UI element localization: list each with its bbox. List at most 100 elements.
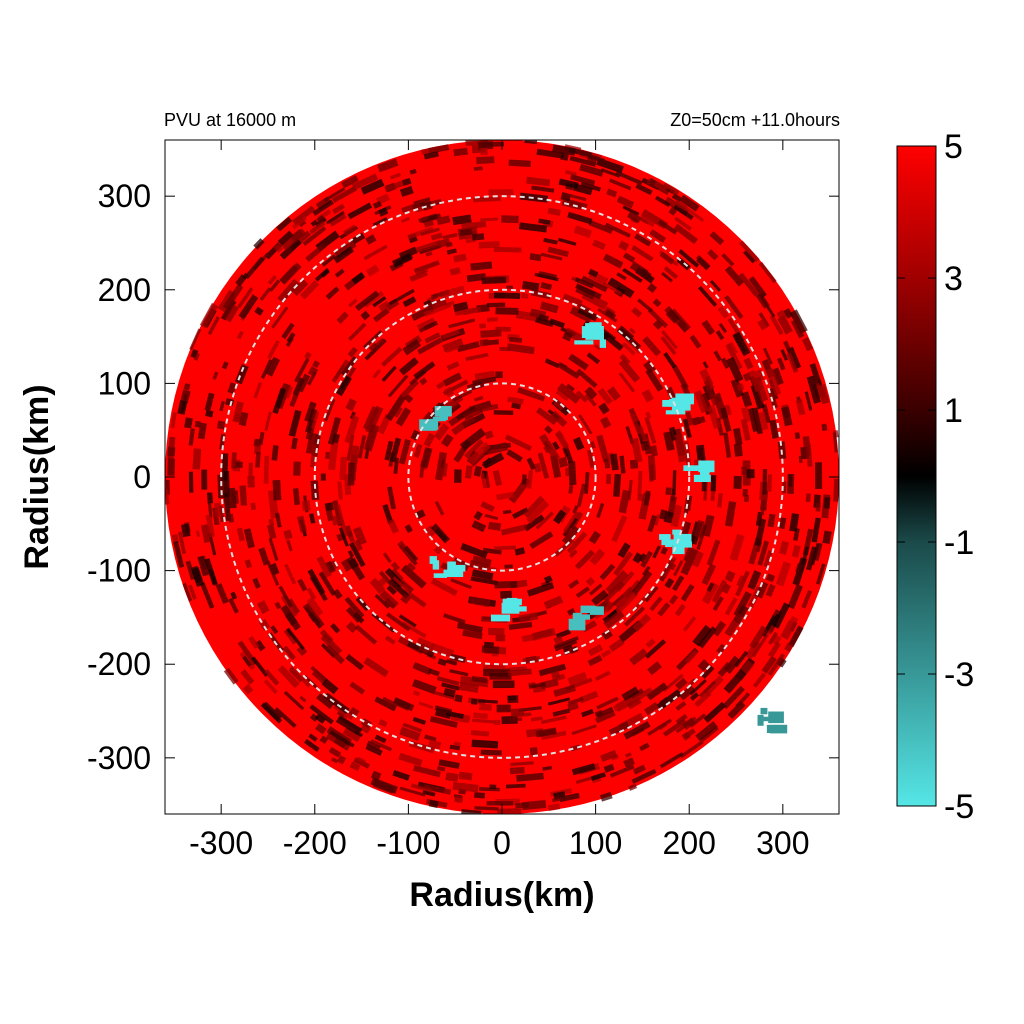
- texture-mark: [650, 445, 658, 457]
- texture-mark: [276, 216, 293, 232]
- texture-mark: [267, 340, 280, 360]
- texture-mark: [833, 478, 839, 502]
- texture-mark: [511, 402, 522, 410]
- texture-mark: [594, 670, 611, 682]
- texture-mark: [567, 607, 576, 616]
- texture-mark: [225, 398, 235, 407]
- texture-mark: [701, 665, 715, 679]
- texture-mark: [632, 764, 646, 775]
- chart-title-right: Z0=50cm +11.0hours: [670, 110, 840, 130]
- texture-mark: [776, 357, 786, 371]
- texture-mark: [642, 565, 651, 577]
- texture-mark: [647, 718, 673, 736]
- texture-mark: [809, 363, 823, 387]
- y-tick-label: -100: [87, 553, 151, 589]
- texture-mark: [399, 379, 420, 399]
- negative-pvu-patch: [672, 529, 682, 535]
- texture-mark: [579, 163, 604, 177]
- texture-mark: [263, 455, 270, 484]
- texture-mark: [727, 341, 739, 356]
- texture-mark: [348, 298, 358, 308]
- x-tick-label: 0: [493, 825, 511, 861]
- texture-mark: [267, 275, 277, 285]
- texture-mark: [177, 531, 187, 554]
- texture-mark: [324, 644, 345, 665]
- texture-mark: [724, 265, 745, 287]
- texture-mark: [401, 216, 411, 223]
- texture-mark: [710, 475, 717, 492]
- texture-mark: [308, 733, 318, 742]
- texture-mark: [292, 205, 316, 226]
- texture-mark: [320, 473, 326, 481]
- texture-mark: [292, 488, 300, 506]
- texture-mark: [441, 462, 448, 477]
- texture-mark: [264, 669, 280, 686]
- texture-mark: [529, 747, 538, 756]
- texture-mark: [436, 381, 445, 390]
- texture-mark: [285, 386, 294, 400]
- texture-mark: [412, 678, 437, 695]
- texture-mark: [790, 319, 805, 339]
- texture-mark: [811, 543, 820, 566]
- texture-mark: [733, 475, 742, 489]
- texture-mark: [486, 317, 498, 322]
- texture-mark: [695, 721, 718, 742]
- texture-mark: [404, 524, 413, 534]
- y-tick-label: 0: [133, 459, 151, 495]
- texture-mark: [310, 219, 319, 227]
- texture-mark: [618, 489, 631, 514]
- texture-mark: [289, 666, 311, 688]
- texture-mark: [727, 700, 746, 720]
- texture-mark: [336, 755, 347, 765]
- texture-mark: [721, 253, 735, 267]
- texture-mark: [453, 147, 468, 157]
- texture-mark: [423, 302, 452, 317]
- texture-mark: [680, 547, 699, 576]
- texture-mark: [575, 586, 590, 599]
- texture-mark: [543, 575, 553, 584]
- texture-mark: [346, 555, 366, 581]
- texture-mark: [252, 577, 261, 589]
- texture-mark: [661, 271, 673, 283]
- texture-mark: [336, 375, 352, 397]
- x-tick-label: 100: [569, 825, 622, 861]
- colorbar-gradient: [896, 145, 937, 807]
- range-ring: [407, 382, 597, 572]
- texture-mark: [584, 386, 598, 400]
- texture-mark: [308, 612, 318, 623]
- texture-mark: [645, 368, 664, 392]
- texture-mark: [712, 620, 727, 637]
- texture-mark: [274, 512, 282, 528]
- texture-mark: [779, 517, 787, 529]
- texture-mark: [500, 590, 512, 599]
- texture-mark: [586, 352, 601, 365]
- texture-mark: [722, 685, 745, 710]
- texture-mark: [284, 563, 297, 585]
- texture-mark: [587, 654, 603, 667]
- texture-mark: [474, 792, 485, 799]
- texture-mark: [532, 628, 553, 640]
- texture-mark: [378, 207, 389, 217]
- texture-mark: [418, 216, 429, 223]
- texture-mark: [325, 286, 340, 300]
- texture-mark: [721, 583, 732, 594]
- texture-mark: [342, 726, 362, 743]
- negative-pvu-patch: [671, 401, 691, 411]
- texture-mark: [347, 550, 355, 558]
- y-tick-label: -200: [87, 646, 151, 682]
- texture-mark: [673, 199, 688, 211]
- texture-mark: [815, 462, 823, 489]
- texture-mark: [182, 582, 193, 602]
- texture-mark: [288, 667, 303, 683]
- texture-mark: [553, 635, 564, 645]
- texture-mark: [223, 667, 239, 685]
- texture-mark: [213, 502, 222, 518]
- texture-mark: [221, 361, 229, 370]
- texture-mark: [523, 514, 545, 532]
- texture-mark: [574, 549, 595, 570]
- texture-mark: [663, 266, 679, 280]
- texture-mark: [410, 783, 434, 793]
- texture-mark: [682, 418, 692, 439]
- texture-mark: [516, 772, 544, 782]
- texture-mark: [253, 238, 265, 250]
